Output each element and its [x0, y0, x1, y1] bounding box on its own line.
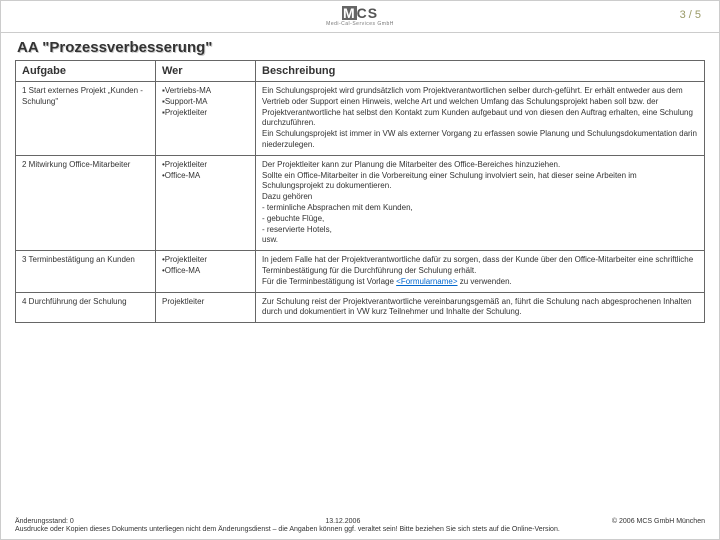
footer-right: © 2006 MCS GmbH München: [612, 518, 705, 525]
col-wer: Wer: [156, 61, 256, 82]
table-container: Aufgabe Wer Beschreibung 1 Start externe…: [1, 60, 719, 323]
desc-text: Für die Terminbestätigung ist Vorlage: [262, 277, 396, 286]
logo-subtitle: Medi-Cal-Services GmbH: [326, 21, 394, 27]
footer-left: Änderungsstand: 0: [15, 518, 74, 525]
table-row: 2 Mitwirkung Office-Mitarbeiter •Projekt…: [16, 155, 705, 250]
wer-item: Projektleiter: [162, 297, 249, 308]
page-number: 3 / 5: [680, 9, 701, 21]
cell-aufgabe: 4 Durchführung der Schulung: [16, 292, 156, 323]
col-aufgabe: Aufgabe: [16, 61, 156, 82]
desc-para: usw.: [262, 235, 698, 246]
col-beschreibung: Beschreibung: [256, 61, 705, 82]
desc-para: - gebuchte Flüge,: [262, 214, 698, 225]
wer-item: ▪Vertriebs-MA: [162, 86, 249, 97]
header-bar: MCS Medi-Cal-Services GmbH 3 / 5: [1, 1, 719, 33]
form-name-link[interactable]: <Formularname>: [396, 277, 457, 286]
cell-aufgabe: 2 Mitwirkung Office-Mitarbeiter: [16, 155, 156, 250]
desc-para: - terminliche Absprachen mit dem Kunden,: [262, 203, 698, 214]
desc-para: Dazu gehören: [262, 192, 698, 203]
cell-beschreibung: In jedem Falle hat der Projektverantwort…: [256, 251, 705, 292]
wer-item: •Projektleiter: [162, 160, 249, 171]
footer-disclaimer: Ausdrucke oder Kopien dieses Dokuments u…: [15, 526, 705, 533]
wer-item: •Office-MA: [162, 266, 249, 277]
cell-beschreibung: Zur Schulung reist der Projektverantwort…: [256, 292, 705, 323]
desc-para: Ein Schulungsprojekt wird grundsätzlich …: [262, 86, 698, 129]
table-header-row: Aufgabe Wer Beschreibung: [16, 61, 705, 82]
logo-main: MCS: [342, 6, 378, 20]
process-table: Aufgabe Wer Beschreibung 1 Start externe…: [15, 60, 705, 323]
wer-item: ▪Support-MA: [162, 97, 249, 108]
cell-aufgabe: 3 Terminbestätigung an Kunden: [16, 251, 156, 292]
title-row: AA "Prozessverbesserung": [1, 33, 719, 60]
wer-item: •Office-MA: [162, 171, 249, 182]
cell-wer: Projektleiter: [156, 292, 256, 323]
desc-text: zu verwenden.: [458, 277, 512, 286]
desc-para: Zur Schulung reist der Projektverantwort…: [262, 297, 698, 319]
table-row: 1 Start externes Projekt „Kunden - Schul…: [16, 82, 705, 156]
cell-beschreibung: Ein Schulungsprojekt wird grundsätzlich …: [256, 82, 705, 156]
table-row: 4 Durchführung der Schulung Projektleite…: [16, 292, 705, 323]
cell-beschreibung: Der Projektleiter kann zur Planung die M…: [256, 155, 705, 250]
desc-para: Ein Schulungsprojekt ist immer in VW als…: [262, 129, 698, 151]
footer: Änderungsstand: 0 13.12.2006 © 2006 MCS …: [15, 518, 705, 533]
desc-para: Für die Terminbestätigung ist Vorlage <F…: [262, 277, 698, 288]
wer-item: ▪Projektleiter: [162, 108, 249, 119]
cell-wer: •Projektleiter •Office-MA: [156, 251, 256, 292]
page-title: AA "Prozessverbesserung": [17, 39, 703, 56]
desc-para: In jedem Falle hat der Projektverantwort…: [262, 255, 698, 277]
desc-para: Sollte ein Office-Mitarbeiter in die Vor…: [262, 171, 698, 193]
cell-wer: •Projektleiter •Office-MA: [156, 155, 256, 250]
footer-center: 13.12.2006: [325, 518, 360, 525]
cell-aufgabe: 1 Start externes Projekt „Kunden - Schul…: [16, 82, 156, 156]
wer-item: •Projektleiter: [162, 255, 249, 266]
table-row: 3 Terminbestätigung an Kunden •Projektle…: [16, 251, 705, 292]
logo: MCS Medi-Cal-Services GmbH: [326, 6, 394, 27]
desc-para: Der Projektleiter kann zur Planung die M…: [262, 160, 698, 171]
desc-para: - reservierte Hotels,: [262, 225, 698, 236]
cell-wer: ▪Vertriebs-MA ▪Support-MA ▪Projektleiter: [156, 82, 256, 156]
footer-top: Änderungsstand: 0 13.12.2006 © 2006 MCS …: [15, 518, 705, 525]
